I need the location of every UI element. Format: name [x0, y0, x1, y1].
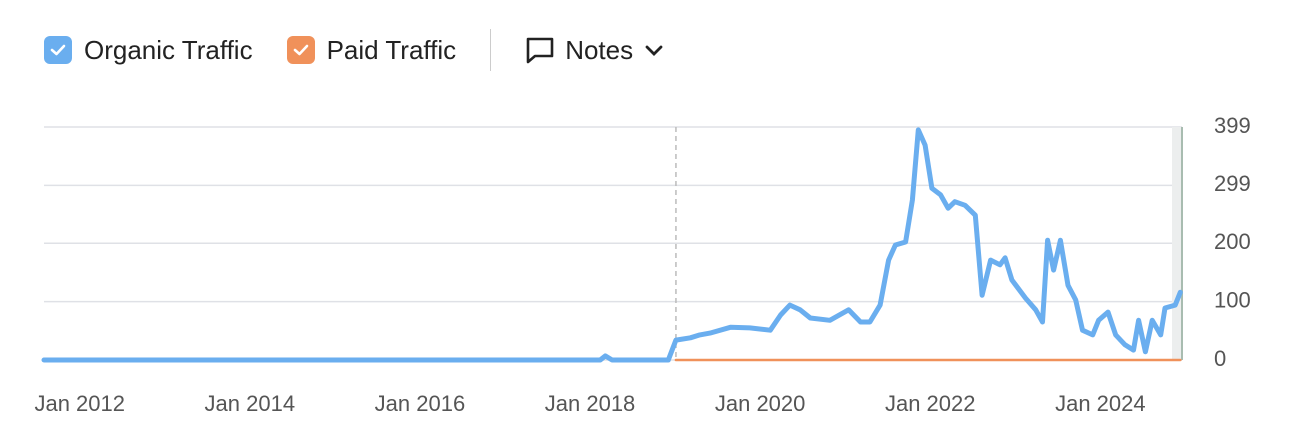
check-icon	[293, 44, 308, 56]
y-tick-label: 0	[1214, 346, 1226, 371]
series-line	[41, 127, 1183, 363]
notes-label: Notes	[565, 34, 634, 65]
legend: Organic Traffic Paid Traffic Notes	[44, 28, 699, 72]
legend-item[interactable]: Paid Traffic	[286, 34, 457, 66]
notes-icon	[526, 37, 554, 64]
y-tick-label: 100	[1214, 287, 1251, 312]
notes-button[interactable]: Notes	[525, 35, 665, 66]
x-tick-label: Jan 2016	[375, 391, 466, 416]
chevron-icon	[645, 45, 663, 56]
y-tick-label: 399	[1214, 113, 1251, 138]
x-tick-label: Jan 2018	[545, 391, 636, 416]
x-tick-label: Jan 2014	[205, 391, 296, 416]
x-tick-label: Jan 2024	[1055, 391, 1146, 416]
checkbox[interactable]	[286, 36, 315, 64]
x-tick-label: Jan 2022	[885, 391, 976, 416]
y-tick-label: 200	[1214, 229, 1251, 254]
x-tick-label: Jan 2012	[34, 391, 125, 416]
x-tick-label: Jan 2020	[715, 391, 806, 416]
check-icon	[50, 44, 66, 56]
current-period-shade	[1172, 127, 1182, 360]
legend-label: Paid Traffic	[326, 34, 457, 65]
legend-label: Organic Traffic	[84, 34, 253, 65]
y-tick-label: 299	[1214, 171, 1251, 196]
checkbox[interactable]	[44, 36, 72, 64]
separator	[490, 29, 492, 71]
legend-item[interactable]: Organic Traffic	[44, 35, 253, 66]
